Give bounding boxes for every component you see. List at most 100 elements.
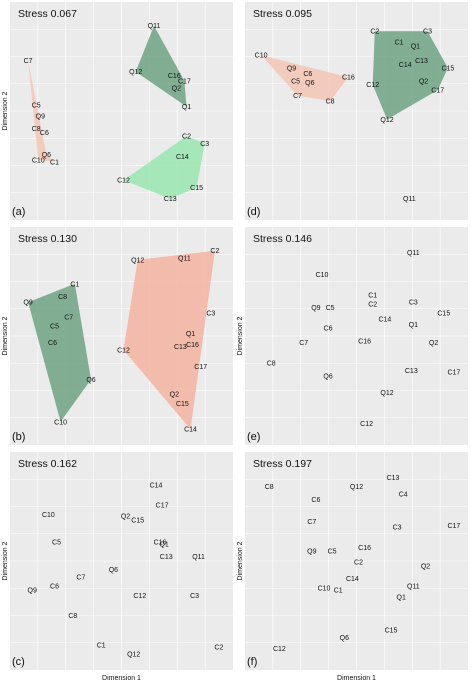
point-label-c1: C1	[395, 40, 404, 47]
point-label-c14: C14	[176, 154, 189, 161]
point-label-c8: C8	[68, 613, 77, 620]
cluster-hull-2	[372, 31, 448, 120]
stress-label: Stress 0.095	[253, 8, 312, 20]
point-label-c16: C16	[358, 545, 371, 552]
point-label-c2: C2	[182, 134, 191, 141]
point-label-q6: Q6	[42, 152, 51, 159]
point-label-q11: Q11	[192, 554, 205, 561]
stress-label: Stress 0.146	[253, 233, 312, 245]
point-label-c14: C14	[378, 316, 391, 323]
point-label-c8: C8	[267, 360, 276, 367]
stress-label: Stress 0.130	[18, 233, 77, 245]
point-label-q2: Q2	[121, 514, 130, 521]
point-label-c8: C8	[265, 484, 274, 491]
point-label-q1: Q1	[182, 104, 191, 111]
point-label-c5: C5	[291, 78, 300, 85]
point-label-c3: C3	[423, 29, 432, 36]
point-label-c2: C2	[368, 302, 377, 309]
point-label-q6: Q6	[109, 567, 118, 574]
point-label-c12: C12	[273, 646, 286, 653]
point-label-c14: C14	[184, 427, 197, 434]
point-label-q6: Q6	[305, 80, 314, 87]
point-label-c15: C15	[176, 401, 189, 408]
point-label-q12: Q12	[127, 652, 140, 659]
point-label-q2: Q2	[419, 78, 428, 85]
point-label-c7: C7	[24, 58, 33, 65]
point-label-q1: Q1	[397, 595, 406, 602]
point-label-q9: Q9	[287, 66, 296, 73]
point-label-c1: C1	[97, 643, 106, 650]
point-label-c10: C10	[255, 53, 268, 60]
point-label-q12: Q12	[129, 69, 142, 76]
cluster-hull-1	[28, 283, 92, 422]
panel-letter: (e)	[247, 431, 260, 443]
point-label-c13: C13	[405, 368, 418, 375]
point-label-c7: C7	[307, 519, 316, 526]
point-label-q11: Q11	[148, 23, 161, 30]
point-label-c17: C17	[156, 503, 169, 510]
point-label-c5: C5	[32, 102, 41, 109]
stress-label: Stress 0.197	[253, 458, 312, 470]
point-label-c17: C17	[447, 523, 460, 530]
point-label-c15: C15	[385, 628, 398, 635]
point-label-c14: C14	[150, 482, 163, 489]
point-label-c1: C1	[50, 159, 59, 166]
panel-letter: (f)	[247, 656, 257, 668]
point-label-c12: C12	[360, 421, 373, 428]
point-label-c13: C13	[387, 475, 400, 482]
point-label-c2: C2	[370, 29, 379, 36]
x-axis-title: Dimension 1	[102, 675, 141, 682]
point-label-c6: C6	[50, 584, 59, 591]
cluster-hull-2	[135, 25, 187, 107]
point-label-c16: C16	[186, 342, 199, 349]
point-label-c17: C17	[447, 370, 460, 377]
point-label-c10: C10	[54, 419, 67, 426]
point-label-q9: Q9	[28, 587, 37, 594]
point-label-c4: C4	[399, 492, 408, 499]
point-label-c16: C16	[342, 75, 355, 82]
point-label-c3: C3	[393, 525, 402, 532]
point-label-c15: C15	[441, 66, 454, 73]
point-label-q6: Q6	[340, 635, 349, 642]
point-label-q11: Q11	[178, 256, 191, 263]
point-label-c12: C12	[117, 348, 130, 355]
point-label-c5: C5	[50, 324, 59, 331]
point-label-c10: C10	[318, 585, 331, 592]
y-axis-title: Dimension 2	[2, 541, 9, 580]
point-label-q12: Q12	[380, 117, 393, 124]
point-label-c3: C3	[200, 141, 209, 148]
point-label-c1: C1	[70, 281, 79, 288]
point-label-q1: Q1	[159, 541, 168, 548]
point-label-q2: Q2	[170, 392, 179, 399]
point-label-c2: C2	[214, 644, 223, 651]
point-label-c6: C6	[303, 71, 312, 78]
point-label-q9: Q9	[36, 113, 45, 120]
point-label-c14: C14	[399, 62, 412, 69]
point-label-c17: C17	[178, 78, 191, 85]
point-label-c3: C3	[190, 593, 199, 600]
point-label-q9: Q9	[23, 300, 32, 307]
point-label-q11: Q11	[407, 584, 420, 591]
point-label-c13: C13	[164, 196, 177, 203]
point-label-c16: C16	[168, 73, 181, 80]
point-label-q12: Q12	[350, 484, 363, 491]
point-label-q2: Q2	[429, 340, 438, 347]
point-label-c7: C7	[76, 574, 85, 581]
point-label-q2: Q2	[421, 563, 430, 570]
y-axis-title: Dimension 2	[2, 91, 9, 130]
cluster-hull-2	[123, 250, 215, 430]
stress-label: Stress 0.067	[18, 8, 77, 20]
point-label-c17: C17	[431, 88, 444, 95]
point-label-c7: C7	[293, 93, 302, 100]
point-label-c15: C15	[437, 311, 450, 318]
y-axis-title: Dimension 2	[237, 541, 244, 580]
point-label-c6: C6	[40, 130, 49, 137]
y-axis-title: Dimension 2	[2, 316, 9, 355]
point-label-c12: C12	[117, 178, 130, 185]
point-label-q9: Q9	[307, 549, 316, 556]
point-label-c15: C15	[190, 185, 203, 192]
point-label-q9: Q9	[311, 305, 320, 312]
